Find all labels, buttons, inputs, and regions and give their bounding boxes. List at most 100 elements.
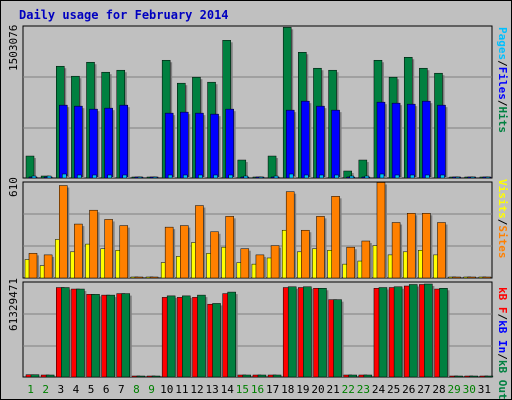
bar-files-day-3 [59,104,68,179]
bar-kb-out-day-21 [333,299,342,378]
bar-sites-day-10 [164,226,174,279]
bar-sites-day-30 [467,276,476,279]
bar-sites-day-29 [452,276,461,279]
bar-files-day-27 [422,100,431,179]
bar-pages-day-17 [273,175,279,179]
middle-ymax-label: 610 [7,177,20,197]
bar-sites-day-28 [437,222,446,279]
bar-kb-out-day-6 [106,294,115,378]
bar-sites-day-19 [301,229,310,279]
bar-hits-day-1 [25,155,35,179]
bar-kb-out-day-5 [91,294,100,378]
bar-pages-day-14 [228,174,233,179]
bar-files-day-4 [74,105,83,179]
x-tick-day-14: 14 [221,383,235,396]
legend-item: / [496,60,509,67]
x-tick-day-30: 30 [463,383,476,396]
bar-pages-day-13 [213,174,218,179]
bar-kb-out-day-2 [45,374,55,378]
bar-sites-day-3 [59,185,68,279]
bar-pages-day-10 [167,174,173,179]
x-tick-day-1: 1 [27,383,34,396]
x-tick-day-7: 7 [118,383,125,396]
bar-sites-day-31 [482,276,492,279]
bar-pages-day-3 [62,173,67,179]
bar-sites-day-5 [89,209,98,279]
x-tick-day-5: 5 [88,383,95,396]
bar-pages-day-28 [440,174,445,179]
bar-pages-day-26 [409,174,415,179]
bar-pages-day-25 [394,174,400,179]
bar-files-day-6 [104,107,113,179]
bar-kb-out-day-8 [136,375,146,378]
bar-pages-day-12 [198,174,203,179]
legend-item: kB Out [496,359,509,400]
bar-pages-day-22 [349,175,354,179]
bar-pages-day-4 [77,174,82,179]
bottom-ymax-label: 61329471 [7,278,20,331]
bar-pages-day-18 [288,173,294,179]
legend-item: Sites [496,225,509,259]
bar-hits-day-15 [237,159,247,179]
bar-kb-out-day-28 [439,288,448,378]
legend-item: Pages [496,27,509,61]
bar-kb-out-day-29 [454,375,463,378]
x-tick-day-16: 16 [251,383,264,396]
bar-pages-day-29 [455,176,460,179]
bar-kb-out-day-13 [212,303,221,378]
bar-sites-day-22 [346,246,355,279]
x-tick-day-22: 22 [342,383,355,396]
bar-kb-out-day-18 [287,286,297,378]
bar-kb-out-day-20 [318,288,327,378]
x-tick-day-20: 20 [311,383,324,396]
bar-pages-day-21 [334,174,339,179]
bar-pages-day-1 [31,175,37,179]
x-tick-day-28: 28 [432,383,445,396]
bar-kb-out-day-12 [197,294,206,378]
bar-kb-out-day-7 [121,293,131,378]
bar-sites-day-6 [104,219,113,279]
bar-files-day-5 [89,108,98,179]
x-tick-day-23: 23 [357,383,370,396]
bar-files-day-10 [164,112,174,179]
x-tick-day-13: 13 [205,383,218,396]
bar-hits-day-23 [358,159,368,179]
bar-kb-out-day-30 [469,375,478,378]
bar-pages-day-11 [183,174,188,179]
bar-sites-day-27 [422,213,431,279]
bar-kb-out-day-3 [61,287,70,378]
bar-pages-day-16 [258,176,264,179]
bar-kb-out-day-26 [408,284,418,378]
bar-kb-out-day-27 [424,283,433,378]
bar-files-day-24 [376,101,386,179]
graph-title: Daily usage for February 2014 [19,8,229,22]
bar-files-day-7 [119,104,129,179]
x-tick-day-6: 6 [103,383,110,396]
bar-kb-out-day-19 [303,286,312,378]
bar-sites-day-16 [255,254,265,279]
x-tick-day-21: 21 [327,383,340,396]
x-tick-day-19: 19 [296,383,309,396]
bar-pages-day-27 [425,174,430,179]
bar-sites-day-20 [316,216,325,279]
x-tick-day-12: 12 [190,383,203,396]
bar-kb-out-day-15 [242,374,252,378]
bar-sites-day-25 [391,222,401,279]
legend-item: Files [496,66,509,100]
bar-kb-out-day-16 [257,374,267,378]
bar-sites-day-17 [270,245,280,279]
bar-files-day-28 [437,104,446,179]
bar-sites-day-13 [210,231,219,279]
bar-pages-day-19 [304,174,309,179]
x-tick-day-2: 2 [42,383,49,396]
legend-item: Hits [496,106,509,134]
bar-sites-day-23 [361,240,371,279]
bar-files-day-14 [225,108,234,179]
x-tick-day-24: 24 [372,383,386,396]
bar-sites-day-21 [331,196,340,279]
bar-hits-day-17 [267,155,277,179]
bar-sites-day-12 [195,205,204,279]
bar-kb-out-day-1 [30,374,40,378]
bar-files-day-18 [285,109,295,179]
